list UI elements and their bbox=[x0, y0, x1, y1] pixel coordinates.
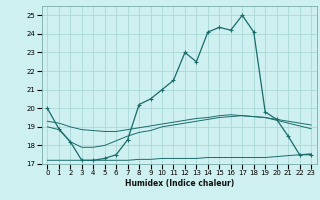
X-axis label: Humidex (Indice chaleur): Humidex (Indice chaleur) bbox=[124, 179, 234, 188]
